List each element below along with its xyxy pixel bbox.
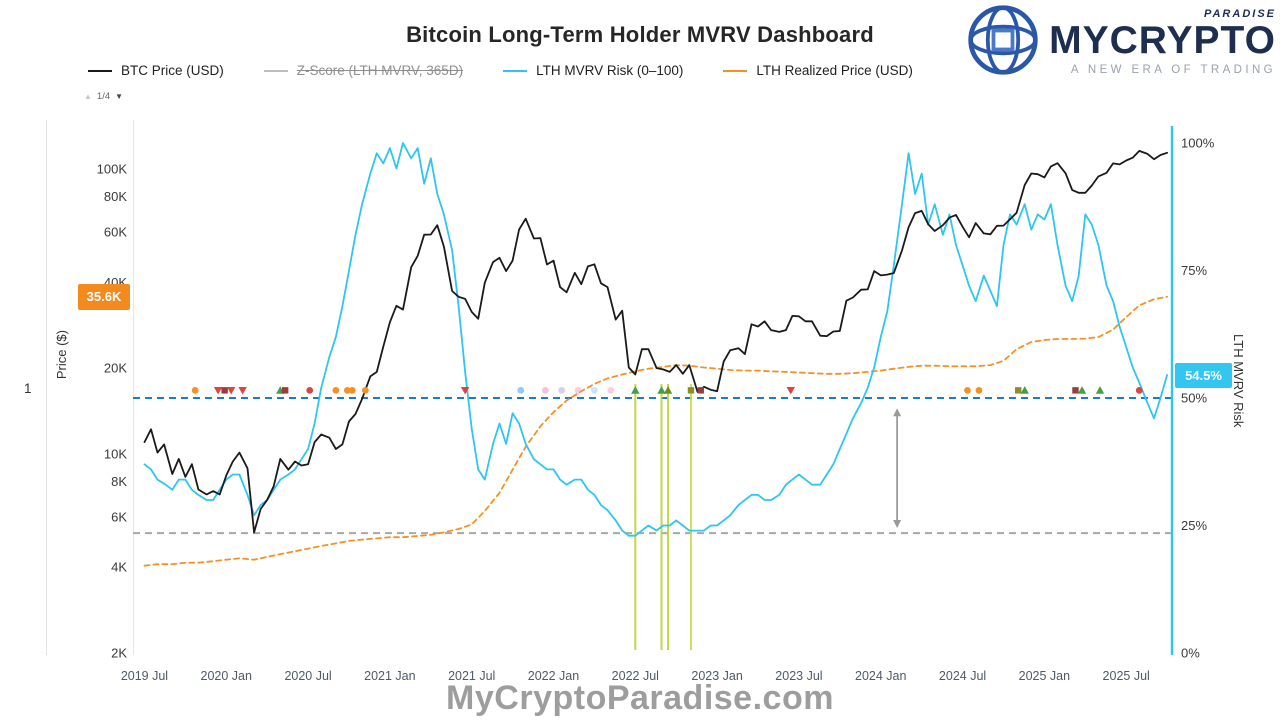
event-marker [306, 386, 314, 394]
x-tick-label: 2024 Jan [855, 669, 906, 683]
legend-item-z-score[interactable]: Z-Score (LTH MVRV, 365D) [263, 63, 464, 78]
globe-icon [965, 2, 1041, 83]
risk-tick-label: 0% [1181, 646, 1200, 661]
x-tick-label: 2019 Jul [121, 669, 168, 683]
event-marker [238, 386, 247, 395]
legend-item-btc-price[interactable]: BTC Price (USD) [88, 63, 224, 78]
event-marker [213, 386, 223, 395]
event-marker [607, 386, 615, 394]
site-watermark: MyCryptoParadise.com [446, 679, 834, 717]
event-marker [348, 386, 356, 394]
event-marker [332, 386, 340, 394]
event-marker [1014, 387, 1022, 394]
x-tick-label: 2022 Jan [528, 669, 579, 683]
price-tick-label: 80K [104, 189, 127, 204]
x-tick-label: 2020 Jan [201, 669, 252, 683]
risk-tick-label: 100% [1181, 136, 1215, 151]
x-tick-label: 2023 Jul [775, 669, 822, 683]
legend-swatch [88, 69, 112, 72]
price-tick-label: 100K [97, 162, 128, 177]
lth-realized-price-badge: 35.6K [78, 284, 130, 310]
logo-tagline: A NEW ERA OF TRADING [1070, 63, 1276, 76]
risk-tick-label: 25% [1181, 518, 1207, 533]
event-marker [687, 387, 695, 394]
legend-item-lth-mvrv-risk[interactable]: LTH MVRV Risk (0–100) [503, 63, 683, 78]
event-marker [361, 386, 369, 394]
event-marker [697, 387, 704, 394]
legend-label: LTH MVRV Risk (0–100) [536, 63, 684, 78]
x-tick-label: 2025 Jul [1103, 669, 1150, 683]
price-tick-label: 10K [104, 446, 127, 461]
logo-paradise-text: PARADISE [1203, 8, 1276, 21]
event-marker [964, 386, 971, 394]
legend-swatch [723, 69, 748, 72]
x-tick-label: 2024 Jul [939, 669, 986, 683]
event-marker [221, 387, 228, 394]
pager-down-icon[interactable]: ▼ [115, 92, 124, 101]
risk-tick-label: 75% [1181, 263, 1207, 278]
pane-index-label: 1 [24, 381, 32, 396]
brand-logo: PARADISE MYCRYPTO A NEW ERA OF TRADING [965, 2, 1276, 83]
event-marker [657, 386, 666, 394]
logo-text-block: PARADISE MYCRYPTO A NEW ERA OF TRADING [1049, 9, 1276, 76]
legend-swatch [503, 69, 528, 72]
x-tick-label: 2023 Jan [691, 669, 742, 683]
event-marker [663, 386, 673, 394]
x-tick-label: 2021 Jul [448, 669, 495, 683]
event-marker [517, 386, 525, 394]
event-marker [1095, 386, 1105, 394]
event-marker [343, 386, 351, 394]
pane-pager: ▲ 1/4 ▼ [84, 91, 123, 102]
event-marker [226, 386, 236, 395]
pane-divider[interactable] [46, 120, 47, 655]
lth-realized-price-line [143, 295, 1168, 567]
event-marker [541, 386, 549, 394]
price-tick-label: 6K [111, 510, 127, 525]
range-arrow-head-bottom [893, 520, 902, 529]
pager-up-icon[interactable]: ▲ [84, 92, 92, 101]
x-tick-label: 2021 Jan [364, 669, 415, 683]
range-arrow-head-top [893, 408, 902, 417]
chart-legend: BTC Price (USD) Z-Score (LTH MVRV, 365D) L… [88, 63, 913, 78]
event-marker [975, 386, 983, 394]
event-marker [591, 386, 598, 394]
legend-swatch [263, 69, 288, 72]
lth-mvrv-risk-line [143, 142, 1168, 537]
event-marker [574, 386, 582, 394]
legend-label: BTC Price (USD) [121, 63, 224, 78]
event-marker [1077, 386, 1087, 394]
page-title: Bitcoin Long-Term Holder MVRV Dashboard [406, 22, 874, 47]
x-tick-label: 2022 Jul [612, 669, 659, 683]
price-tick-label: 8K [111, 474, 127, 489]
lth-mvrv-risk-badge: 54.5% [1175, 363, 1232, 388]
price-tick-label: 2K [111, 646, 127, 661]
event-marker [281, 387, 289, 394]
event-marker [460, 386, 470, 395]
price-tick-label: 4K [111, 560, 127, 575]
legend-label: LTH Realized Price (USD) [756, 63, 913, 78]
btc-price-line [143, 149, 1168, 534]
event-marker [786, 386, 795, 395]
event-marker [558, 386, 566, 394]
logo-brand-text: MYCRYPTO [1049, 18, 1276, 62]
legend-label: Z-Score (LTH MVRV, 365D) [296, 63, 464, 78]
event-marker [191, 386, 199, 394]
legend-item-lth-realized-price[interactable]: LTH Realized Price (USD) [723, 63, 913, 78]
x-tick-label: 2020 Jul [284, 669, 331, 683]
price-tick-label: 20K [104, 361, 127, 376]
x-tick-label: 2025 Jan [1019, 669, 1070, 683]
event-marker [631, 386, 640, 394]
pager-label: 1/4 [96, 91, 111, 102]
event-marker [1135, 386, 1143, 394]
right-axis-title: LTH MVRV Risk [1231, 334, 1246, 428]
event-marker [1020, 386, 1029, 394]
price-tick-label: 60K [104, 225, 127, 240]
risk-tick-label: 50% [1181, 391, 1207, 406]
event-marker [1072, 387, 1079, 394]
